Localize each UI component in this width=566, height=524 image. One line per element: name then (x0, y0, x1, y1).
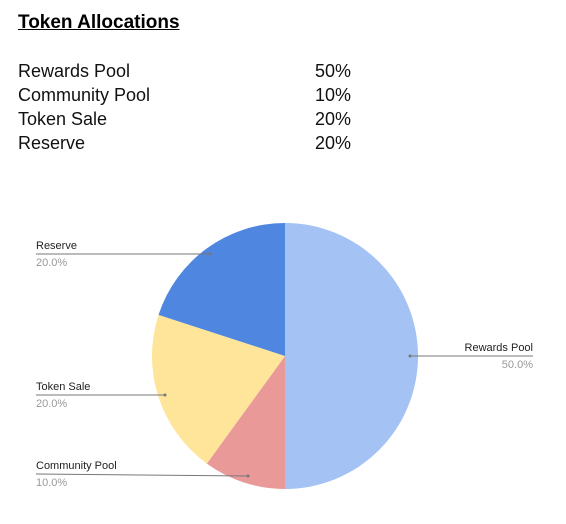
slice-label: Token Sale (36, 381, 90, 393)
pie-slice (151, 314, 285, 464)
page-title: Token Allocations (18, 12, 180, 33)
slice-label: Reserve (36, 240, 77, 252)
slice-label: Community Pool (36, 460, 117, 472)
row-name: Rewards Pool (18, 61, 131, 81)
table-row: Reserve 20% (18, 133, 351, 154)
leader-dot (408, 354, 412, 358)
slice-value-label: 20.0% (36, 257, 67, 269)
row-value: 20% (315, 109, 352, 129)
row-name: Reserve (18, 133, 86, 153)
pie-slice (158, 223, 285, 356)
slice-value-label: 10.0% (36, 477, 67, 489)
slice-value-label: 50.0% (502, 359, 533, 371)
leader-dot (163, 393, 167, 397)
row-value: 50% (315, 61, 352, 81)
slice-value-label: 20.0% (36, 398, 67, 410)
row-name: Community Pool (18, 85, 151, 105)
row-value: 10% (315, 85, 352, 105)
pie-slice (206, 356, 285, 489)
leader-dot (246, 474, 250, 478)
leader-line (35, 473, 249, 477)
leader-dot (208, 252, 212, 256)
slice-label: Rewards Pool (465, 342, 533, 354)
pie-slice (285, 223, 418, 489)
row-value: 20% (315, 133, 352, 153)
table-row: Token Sale 20% (18, 109, 351, 130)
table-row: Rewards Pool 50% (18, 61, 351, 82)
table-row: Community Pool 10% (18, 85, 351, 106)
row-name: Token Sale (18, 109, 108, 129)
